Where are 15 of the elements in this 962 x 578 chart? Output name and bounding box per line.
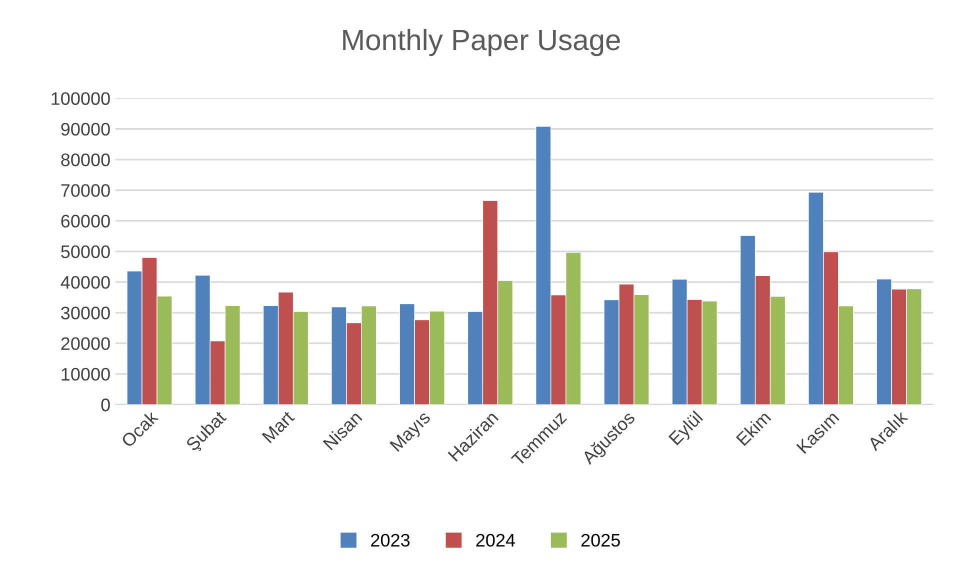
y-tick-label: 80000 — [61, 153, 110, 166]
y-tick-label: 90000 — [61, 122, 110, 136]
y-tick-label: 20000 — [61, 337, 110, 350]
y-tick-label: 70000 — [61, 184, 110, 197]
legend-label: 2023 — [371, 534, 410, 547]
legend-label: 2025 — [581, 534, 620, 547]
y-tick-label: 60000 — [61, 214, 110, 228]
legend-label: 2024 — [476, 534, 515, 547]
chart-title: Monthly Paper Usage — [343, 28, 620, 56]
y-tick-label: 40000 — [60, 276, 110, 289]
y-tick-label: 100000 — [52, 92, 110, 105]
y-tick-label: 10000 — [62, 368, 110, 381]
y-tick-label: 0 — [101, 398, 110, 412]
y-tick-label: 30000 — [61, 306, 110, 320]
y-tick-label: 50000 — [61, 245, 110, 258]
